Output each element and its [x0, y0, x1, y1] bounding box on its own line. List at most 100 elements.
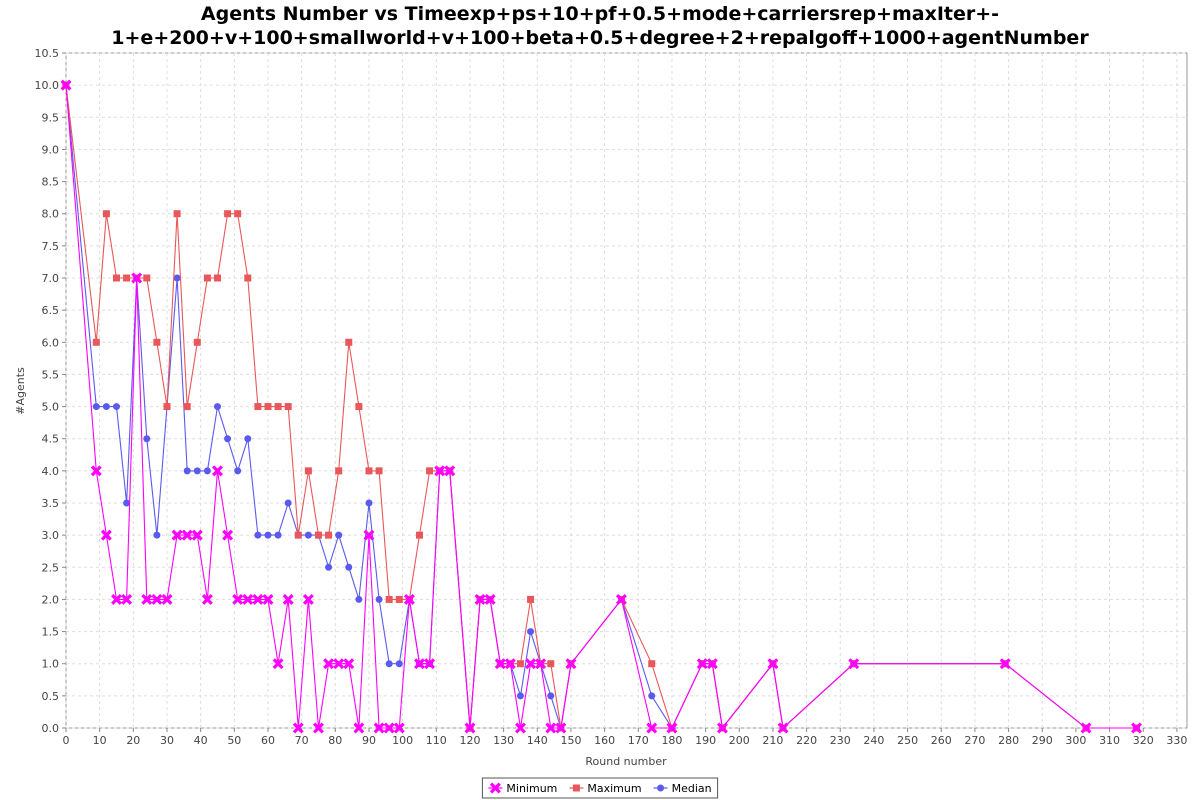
y-tick-label: 1.0	[42, 658, 60, 671]
x-tick-label: 50	[227, 734, 241, 747]
data-point-minimum	[514, 722, 526, 734]
data-point-median	[92, 403, 100, 411]
x-tick-label: 190	[695, 734, 716, 747]
x-tick-label: 230	[830, 734, 851, 747]
data-point-minimum	[424, 658, 436, 670]
chart-title: Agents Number vs Timeexp+ps+10+pf+0.5+mo…	[0, 2, 1200, 50]
data-point-maximum	[395, 595, 403, 603]
x-tick-label: 30	[160, 734, 174, 747]
data-point-median	[173, 274, 181, 282]
data-point-minimum	[565, 658, 577, 670]
data-point-maximum	[375, 467, 383, 475]
legend-marker-minimum	[489, 782, 501, 794]
data-point-median	[648, 692, 656, 700]
data-point-minimum	[161, 593, 173, 605]
data-point-maximum	[254, 403, 262, 411]
data-point-minimum	[615, 593, 627, 605]
x-tick-label: 170	[628, 734, 649, 747]
series-minimum	[60, 79, 1142, 734]
data-point-maximum	[355, 403, 363, 411]
data-point-minimum	[1131, 722, 1142, 734]
data-point-maximum	[163, 403, 171, 411]
x-tick-label: 150	[560, 734, 581, 747]
data-point-minimum	[696, 658, 708, 670]
y-tick-label: 8.5	[42, 176, 60, 189]
data-point-median	[264, 531, 272, 539]
data-point-minimum	[414, 658, 425, 670]
data-point-minimum	[272, 658, 284, 670]
data-point-median	[516, 692, 524, 700]
data-point-median	[304, 531, 312, 539]
data-point-maximum	[112, 274, 120, 282]
legend: Minimum Maximum Median	[481, 777, 719, 799]
data-point-median	[153, 531, 161, 539]
x-tick-label: 320	[1133, 734, 1154, 747]
data-point-maximum	[244, 274, 252, 282]
x-tick-label: 0	[63, 734, 70, 747]
data-point-minimum	[393, 722, 405, 734]
data-point-minimum	[151, 593, 163, 605]
data-point-median	[213, 403, 221, 411]
data-point-median	[284, 499, 292, 507]
data-point-minimum	[848, 658, 860, 670]
data-point-minimum	[131, 272, 143, 284]
data-point-maximum	[385, 595, 393, 603]
data-point-minimum	[191, 529, 203, 541]
data-point-median	[112, 403, 120, 411]
data-point-minimum	[100, 529, 112, 541]
data-point-median	[123, 499, 131, 507]
data-point-maximum	[345, 338, 353, 346]
x-tick-label: 260	[931, 734, 952, 747]
data-point-maximum	[173, 210, 181, 218]
data-point-minimum	[201, 593, 213, 605]
data-point-minimum	[232, 593, 244, 605]
data-point-minimum	[403, 593, 415, 605]
data-point-median	[527, 628, 535, 636]
data-point-median	[365, 499, 373, 507]
data-point-minimum	[555, 722, 567, 734]
x-tick-label: 40	[194, 734, 208, 747]
data-point-maximum	[102, 210, 110, 218]
data-point-minimum	[999, 658, 1011, 670]
data-point-maximum	[143, 274, 151, 282]
x-tick-label: 110	[426, 734, 447, 747]
data-point-minimum	[323, 658, 335, 670]
x-tick-label: 300	[1065, 734, 1086, 747]
legend-label-maximum: Maximum	[587, 782, 641, 795]
data-point-minimum	[171, 529, 183, 541]
data-point-maximum	[426, 467, 434, 475]
data-point-minimum	[666, 722, 678, 734]
x-tick-label: 240	[863, 734, 884, 747]
x-tick-label: 90	[362, 734, 376, 747]
x-tick-label: 140	[527, 734, 548, 747]
legend-label-minimum: Minimum	[506, 782, 557, 795]
data-point-maximum	[224, 210, 232, 218]
data-point-minimum	[262, 593, 274, 605]
data-point-median	[395, 660, 403, 668]
data-point-maximum	[365, 467, 373, 475]
data-point-minimum	[121, 593, 133, 605]
data-point-maximum	[294, 531, 302, 539]
x-tick-label: 270	[964, 734, 985, 747]
data-point-median	[335, 531, 343, 539]
data-point-minimum	[302, 593, 314, 605]
data-point-minimum	[383, 722, 395, 734]
data-point-median	[224, 435, 232, 443]
data-point-minimum	[474, 593, 486, 605]
y-tick-label: 1.5	[42, 626, 60, 639]
data-point-minimum	[292, 722, 304, 734]
data-point-minimum	[333, 658, 345, 670]
data-point-median	[234, 467, 242, 475]
y-tick-label: 4.5	[42, 433, 60, 446]
data-point-median	[375, 595, 383, 603]
data-point-minimum	[706, 658, 718, 670]
data-point-median	[385, 660, 393, 668]
y-tick-label: 2.0	[42, 593, 60, 606]
legend-box	[481, 777, 719, 799]
x-tick-label: 130	[493, 734, 514, 747]
x-tick-label: 60	[261, 734, 275, 747]
data-point-minimum	[222, 529, 234, 541]
y-tick-label: 8.0	[42, 208, 60, 221]
data-point-maximum	[304, 467, 312, 475]
data-point-maximum	[648, 660, 656, 668]
